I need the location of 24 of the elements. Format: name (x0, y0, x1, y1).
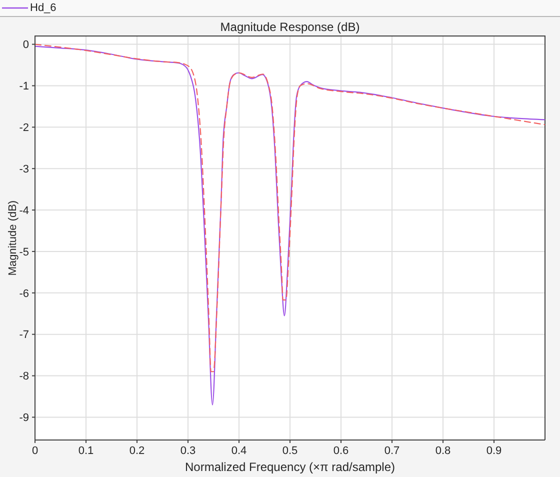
chart-title: Magnitude Response (dB) (219, 18, 361, 36)
x-tick-label: 0.5 (282, 444, 298, 457)
y-tick-label: -2 (19, 122, 29, 134)
x-tick-label: 0.6 (333, 444, 349, 457)
y-tick-label: -1 (19, 80, 29, 93)
y-tick-label: 0 (22, 39, 29, 52)
x-tick-label: 0.2 (129, 444, 145, 457)
x-tick-label: 0 (32, 444, 38, 457)
x-tick-label: 0.4 (231, 444, 247, 457)
y-tick-label: -5 (19, 246, 29, 258)
x-tick-label: 0.9 (486, 444, 502, 457)
y-tick-label: -4 (19, 204, 29, 217)
y-tick-label: -7 (19, 329, 29, 342)
y-tick-label: -9 (19, 412, 29, 424)
x-tick-label: 0.7 (384, 444, 400, 457)
x-axis-title: Normalized Frequency (×π rad/sample) (184, 460, 396, 474)
x-tick-label: 0.3 (180, 444, 196, 457)
x-tick-label: 0.8 (435, 444, 451, 457)
x-tick-label: 0.1 (78, 444, 94, 457)
legend-label: Hd_6 (30, 2, 56, 14)
y-tick-label: -8 (19, 370, 29, 383)
y-tick-label: -6 (19, 288, 29, 300)
y-tick-label: -3 (19, 164, 29, 176)
y-axis-title: Magnitude (dB) (6, 200, 19, 276)
